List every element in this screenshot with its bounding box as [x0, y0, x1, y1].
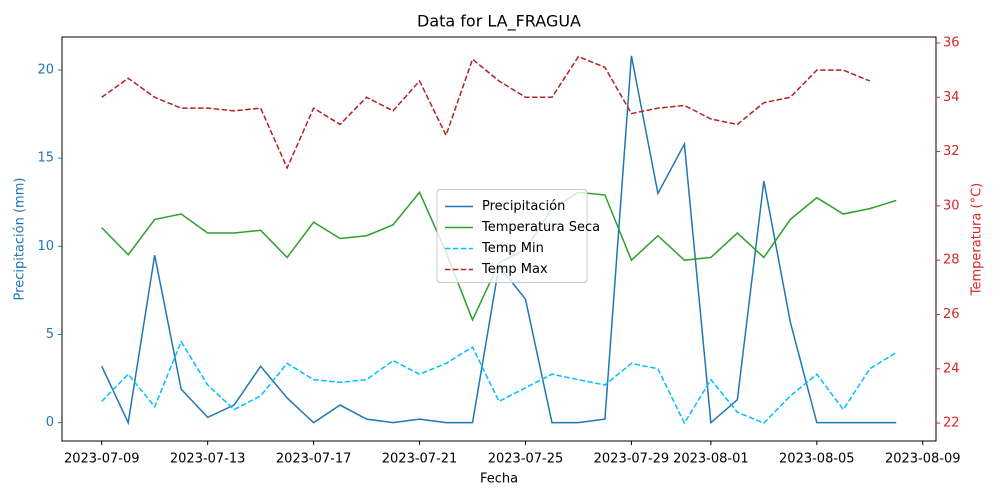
series-line — [101, 339, 897, 425]
x-tick-label: 2023-08-01 — [673, 452, 749, 467]
x-tick-label: 2023-07-21 — [382, 452, 458, 467]
plot-frame — [61, 36, 937, 442]
legend: Precipitación Temperatura Seca Temp Min Tem… — [436, 189, 600, 283]
x-tick-label: 2023-07-17 — [276, 452, 352, 467]
legend-label: Temp Min — [481, 241, 544, 256]
y2-tick-label: 26 — [943, 307, 960, 322]
x-tick-label: 2023-08-09 — [885, 452, 961, 467]
y-tick-label: 0 — [46, 415, 54, 430]
x-tick-label: 2023-07-09 — [64, 452, 140, 467]
y-tick-label: 20 — [37, 62, 54, 77]
x-tick-label: 2023-07-29 — [594, 452, 670, 467]
y2-tick-label: 22 — [943, 416, 960, 431]
legend-label: Temperatura Seca — [481, 220, 600, 235]
x-tick-label: 2023-07-25 — [488, 452, 564, 467]
y-tick-label: 10 — [37, 239, 54, 254]
legend-box — [436, 189, 588, 283]
y-tick-label: 15 — [37, 151, 54, 166]
legend-label: Temp Max — [481, 262, 548, 277]
y2-tick-label: 24 — [943, 361, 960, 376]
x-tick-label: 2023-08-05 — [779, 452, 855, 467]
y-tick-label: 5 — [46, 327, 54, 342]
y2-tick-label: 32 — [943, 144, 960, 159]
series-line — [101, 55, 871, 170]
y2-tick-label: 28 — [943, 253, 960, 268]
chart-title: Data for LA_FRAGUA — [417, 12, 581, 32]
y2-axis-label: Temperatura (°C) — [970, 183, 985, 296]
y2-tick-label: 30 — [943, 198, 960, 213]
y2-tick-label: 34 — [943, 90, 960, 105]
y-axis-label: Precipitación (mm) — [13, 178, 28, 301]
y2-tick-label: 36 — [943, 35, 960, 50]
x-tick-label: 2023-07-13 — [170, 452, 246, 467]
legend-label: Precipitación — [482, 199, 565, 214]
x-axis-label: Fecha — [480, 472, 518, 487]
